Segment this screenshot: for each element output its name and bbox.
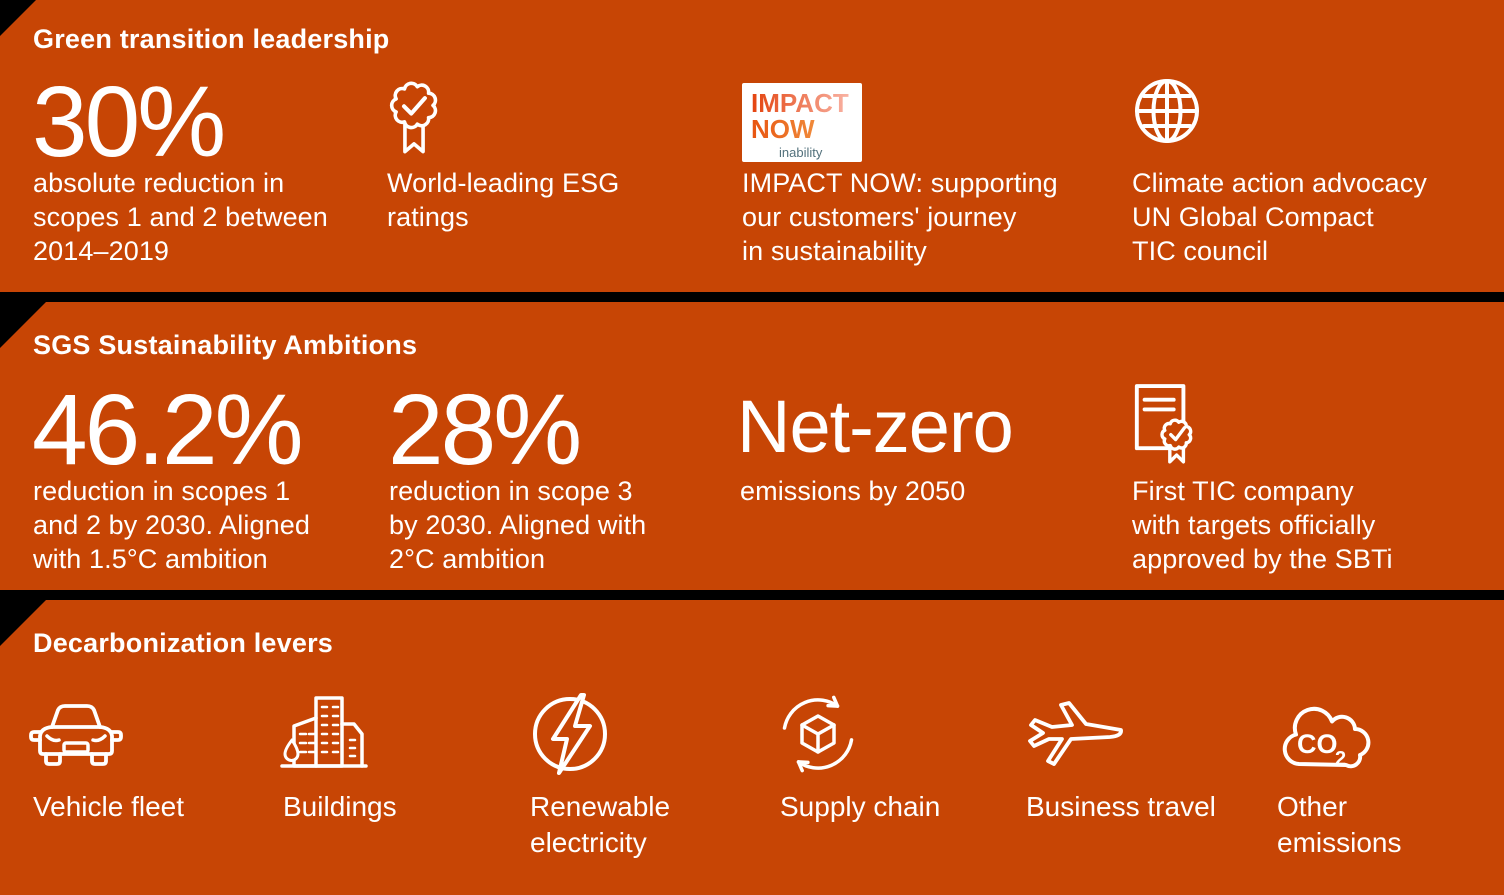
text-line: scopes 1 and 2 between: [33, 202, 328, 232]
text-line: Business travel: [1026, 791, 1216, 822]
globe-icon: [1133, 77, 1201, 145]
stat-28-description: reduction in scope 3 by 2030. Aligned wi…: [389, 474, 646, 576]
text-line: reduction in scopes 1: [33, 476, 291, 506]
lever-label: Business travel: [1026, 789, 1216, 825]
stat-46-description: reduction in scopes 1 and 2 by 2030. Ali…: [33, 474, 310, 576]
impact-now-description: IMPACT NOW: supporting our customers' jo…: [742, 166, 1058, 268]
text-line: Supply chain: [780, 791, 941, 822]
text-line: UN Global Compact: [1132, 202, 1374, 232]
stat-30-description: absolute reduction in scopes 1 and 2 bet…: [33, 166, 328, 268]
text-line: Renewable: [530, 791, 671, 822]
net-zero-description: emissions by 2050: [740, 474, 965, 508]
text-line: by 2030. Aligned with: [389, 510, 647, 540]
certificate-icon: [1131, 380, 1197, 466]
text-line: in sustainability: [742, 236, 927, 266]
text-line: ratings: [387, 202, 469, 232]
text-line: our customers' journey: [742, 202, 1017, 232]
section-sustainability-ambitions: SGS Sustainability Ambitions 46.2% reduc…: [0, 302, 1504, 590]
text-line: and 2 by 2030. Aligned: [33, 510, 310, 540]
buildings-icon: [280, 692, 368, 772]
text-line: IMPACT NOW: supporting: [742, 168, 1058, 198]
text-line: 2014–2019: [33, 236, 170, 266]
text-line: Vehicle fleet: [33, 791, 184, 822]
impact-now-logo-tagline: inability: [779, 145, 823, 160]
text-line: Climate action advocacy: [1132, 168, 1427, 198]
text-line: emissions: [1277, 827, 1402, 858]
supply-chain-icon: [776, 692, 860, 776]
esg-ratings-description: World-leading ESG ratings: [387, 166, 619, 234]
stat-net-zero: Net-zero: [737, 385, 1014, 468]
impact-now-logo: IMPACT NOW inability: [742, 83, 862, 162]
svg-text:CO: CO: [1297, 729, 1338, 759]
renewable-electricity-icon: [528, 692, 612, 776]
stat-46-percent: 46.2%: [32, 374, 304, 486]
stat-30-percent: 30%: [32, 66, 226, 178]
lever-label: Buildings: [283, 789, 397, 825]
section-title: SGS Sustainability Ambitions: [33, 330, 418, 360]
impact-now-logo-word2: NOW: [751, 114, 815, 144]
section-green-transition-leadership: Green transition leadership 30% absolute…: [0, 0, 1504, 292]
climate-advocacy-description: Climate action advocacy UN Global Compac…: [1132, 166, 1427, 268]
text-line: reduction in scope 3: [389, 476, 633, 506]
text-line: electricity: [530, 827, 647, 858]
text-line: absolute reduction in: [33, 168, 285, 198]
ribbon-badge-icon: [385, 80, 443, 158]
impact-now-logo-word1: IMPACT: [751, 88, 849, 118]
sbti-description: First TIC company with targets officiall…: [1132, 474, 1393, 576]
vehicle-fleet-icon: [28, 696, 124, 770]
lever-label: Other emissions: [1277, 789, 1401, 861]
text-line: emissions by 2050: [740, 476, 966, 506]
other-emissions-icon: CO 2: [1274, 696, 1374, 780]
stat-28-percent: 28%: [388, 374, 582, 486]
text-line: First TIC company: [1132, 476, 1354, 506]
lever-label: Vehicle fleet: [33, 789, 184, 825]
text-line: with targets officially: [1132, 510, 1376, 540]
text-line: Other: [1277, 791, 1348, 822]
text-line: Buildings: [283, 791, 397, 822]
text-line: approved by the SBTi: [1132, 544, 1393, 574]
svg-text:2: 2: [1335, 748, 1346, 770]
text-line: 2°C ambition: [389, 544, 546, 574]
text-line: with 1.5°C ambition: [33, 544, 268, 574]
section-decarbonization-levers: Decarbonization levers Vehicle fleet Bui…: [0, 600, 1504, 895]
section-title: Decarbonization levers: [33, 628, 334, 658]
section-title: Green transition leadership: [33, 24, 390, 54]
lever-label: Supply chain: [780, 789, 940, 825]
lever-label: Renewable electricity: [530, 789, 670, 861]
text-line: TIC council: [1132, 236, 1269, 266]
business-travel-icon: [1022, 696, 1126, 776]
text-line: World-leading ESG: [387, 168, 620, 198]
